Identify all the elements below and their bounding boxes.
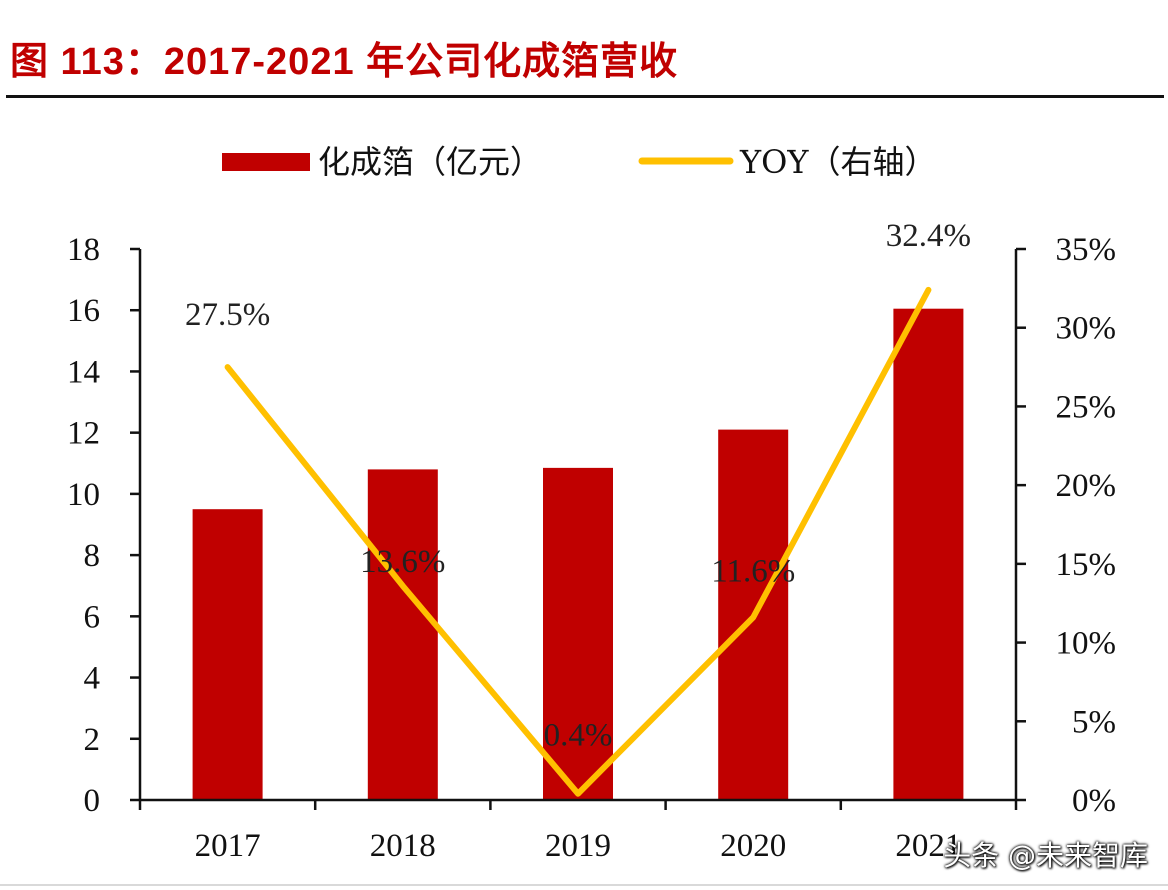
x-tick-label-2021: 2021 (895, 828, 961, 864)
y-left-tick-label: 8 (84, 538, 101, 574)
y-left-tick-label: 4 (84, 661, 101, 697)
x-tick-label-2020: 2020 (720, 828, 786, 864)
x-tick-label-2017: 2017 (195, 828, 261, 864)
y-right-tick-label: 10% (1056, 626, 1117, 662)
y-left-tick-label: 6 (84, 599, 101, 635)
y-left-tick-label: 0 (84, 783, 101, 819)
y-right-tick-label: 35% (1056, 232, 1117, 268)
bar-2017 (192, 509, 263, 800)
bar-2019 (543, 467, 613, 800)
chart-title: 图 113：2017-2021 年公司化成箔营收 (10, 41, 679, 83)
yoy-label-2019: 0.4% (544, 718, 613, 754)
x-tick-label-2018: 2018 (370, 828, 436, 864)
bottom-rule (0, 884, 1168, 886)
y-left-tick-label: 14 (67, 354, 100, 390)
yoy-line (224, 286, 932, 797)
title-rule (6, 95, 1164, 98)
yoy-label-2017: 27.5% (185, 297, 270, 333)
axes: 0 2 4 6 8 10 12 14 16 18 0% 5% 10% 15% 20% 25% 30% 35% 201… (67, 232, 1116, 864)
y-right-tick-label: 30% (1056, 311, 1117, 347)
y-right-tick-label: 0% (1072, 783, 1116, 819)
legend-line-label: YOY（右轴） (739, 143, 937, 181)
yoy-label-2018: 13.6% (360, 544, 445, 580)
bar-2018 (367, 469, 438, 800)
yoy-label-2020: 11.6% (711, 553, 795, 589)
legend: 化成箔（亿元） YOY（右轴） (222, 143, 937, 181)
bar-series (192, 308, 964, 800)
y-right-tick-label: 5% (1072, 704, 1116, 740)
y-right-tick-label: 15% (1056, 547, 1117, 583)
bar-2021 (893, 308, 964, 800)
legend-bar-swatch (222, 153, 310, 171)
y-left-tick-label: 12 (67, 416, 100, 452)
legend-bar-label: 化成箔（亿元） (318, 143, 542, 181)
y-right-tick-label: 25% (1056, 389, 1117, 425)
y-right-tick-label: 20% (1056, 468, 1117, 504)
x-tick-label-2019: 2019 (545, 828, 611, 864)
yoy-label-2021: 32.4% (886, 218, 971, 254)
line-series (224, 286, 932, 797)
y-left-tick-label: 16 (67, 293, 100, 329)
y-left-tick-label: 10 (67, 477, 100, 513)
line-labels: 27.5% 13.6% 0.4% 11.6% 32.4% (185, 218, 971, 754)
watermark: 头条 @未来智库 (943, 839, 1148, 872)
y-left-tick-label: 18 (67, 232, 100, 268)
y-left-tick-label: 2 (84, 722, 101, 758)
